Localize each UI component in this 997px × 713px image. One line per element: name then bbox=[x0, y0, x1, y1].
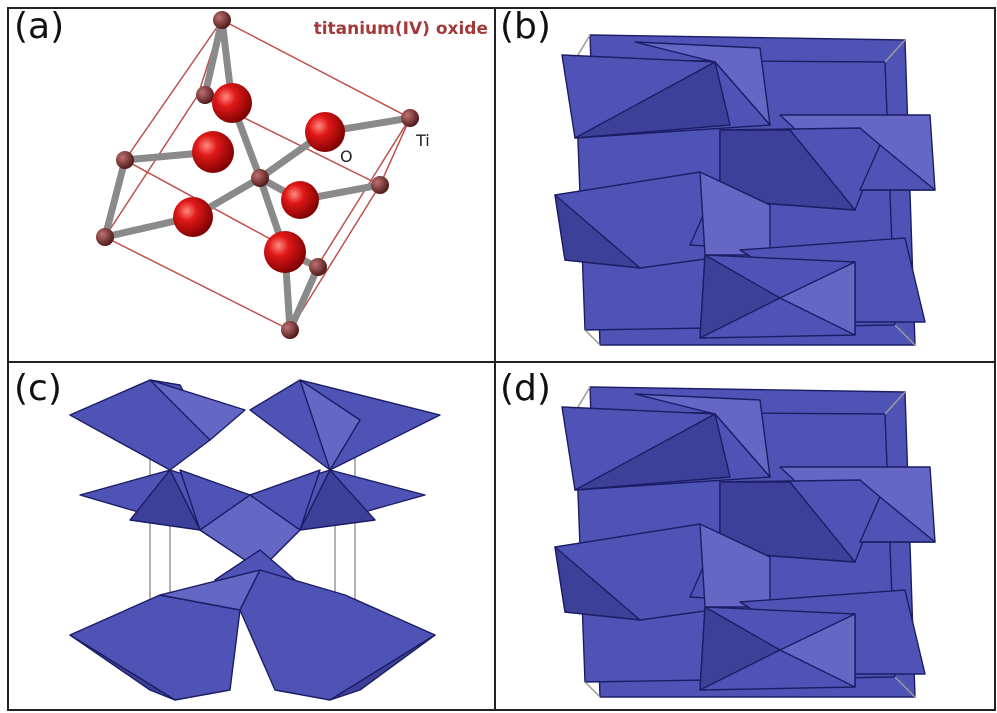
compound-name: titanium(IV) oxide bbox=[314, 19, 488, 39]
panel-d-structure bbox=[554, 386, 936, 698]
panel-label: (d) bbox=[500, 368, 551, 409]
panel-b-structure bbox=[554, 34, 936, 346]
atom-label: Ti bbox=[415, 131, 430, 150]
frame bbox=[7, 7, 996, 711]
panel-a-structure bbox=[96, 11, 419, 339]
panel-c-structure bbox=[69, 379, 441, 701]
atom-label: O bbox=[340, 147, 353, 166]
panel-label: (b) bbox=[500, 6, 551, 47]
panel-label: (a) bbox=[14, 6, 64, 47]
panel-label: (c) bbox=[14, 368, 62, 409]
